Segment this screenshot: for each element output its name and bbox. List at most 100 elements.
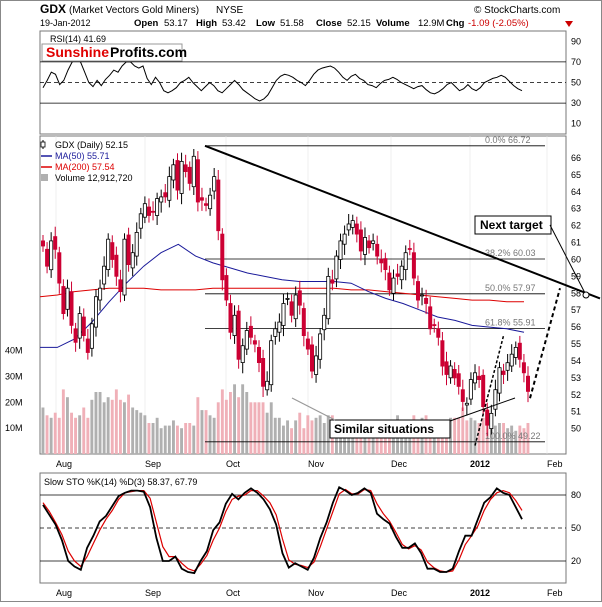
stochastic-legend: Slow STO %K(14) %D(3) 58.37, 67.79 <box>44 477 197 487</box>
candle-body <box>354 223 359 235</box>
exchange-name: NYSE <box>216 5 244 16</box>
volume-bar <box>302 428 306 454</box>
quote-date: 19-Jan-2012 <box>40 18 91 28</box>
next-target-label: Next target <box>480 218 543 232</box>
candle-body <box>526 375 531 392</box>
volume-bar <box>119 399 122 455</box>
candle-body <box>383 258 388 271</box>
candle-body <box>505 362 510 371</box>
volume-bar <box>135 410 139 454</box>
volume-bar <box>514 430 518 455</box>
x-axis-label: Feb <box>547 459 563 469</box>
volume-bar <box>461 407 465 454</box>
volume-bar <box>473 420 477 454</box>
x-axis-label: 2012 <box>470 459 490 469</box>
price-legend-item: Volume 12,912,720 <box>55 173 133 183</box>
candle-body <box>464 402 469 406</box>
ticker-symbol: GDX <box>40 2 66 16</box>
volume-bar <box>188 423 192 454</box>
candle-body <box>415 281 420 301</box>
candle-body <box>273 328 278 337</box>
volume-bar <box>172 420 175 454</box>
close-value: 52.15 <box>347 18 371 29</box>
low-label: Low <box>256 18 276 29</box>
stockcharts-watermark: © StockCharts.com <box>474 5 560 16</box>
volume-bar <box>131 407 135 454</box>
candle-body <box>334 255 339 280</box>
candle-body <box>102 265 107 285</box>
volume-bar <box>49 417 53 454</box>
projection-line <box>529 287 561 399</box>
candle-body <box>379 259 384 264</box>
candle-body <box>297 290 302 306</box>
candle-body <box>444 361 449 375</box>
candle-body <box>362 237 367 255</box>
volume-bar <box>257 402 261 454</box>
volume-bar <box>66 397 69 454</box>
volume-bar <box>465 420 469 454</box>
open-value: 53.17 <box>164 18 188 29</box>
x-axis-label: Sep <box>145 459 161 469</box>
candle-body <box>45 248 50 267</box>
candle-body <box>424 297 429 304</box>
candle-body <box>387 272 392 291</box>
prior-rally-line <box>474 335 505 446</box>
volume-bar <box>355 425 359 454</box>
volume-bar <box>469 417 473 454</box>
x-axis-top-labels: Aug Sep Oct Nov Dec 2012 Feb <box>56 459 563 469</box>
stochastic-tick-label: 50 <box>571 523 581 533</box>
candle-body <box>94 296 99 328</box>
rsi-panel: 90 70 50 30 10 RSI(14) 41.69 Sunshine Profit… <box>39 30 581 135</box>
price-tick-label: 54 <box>571 356 581 366</box>
volume-bar <box>143 415 147 455</box>
volume-bar <box>526 423 530 454</box>
candle-body <box>338 240 343 260</box>
volume-bar <box>518 425 522 454</box>
fib-label: 38.2% 60.03 <box>485 248 536 258</box>
candle-body <box>322 314 327 331</box>
candle-body <box>342 233 347 245</box>
volume-bar <box>269 402 273 454</box>
volume-bar <box>90 399 94 455</box>
volume-bar <box>498 423 501 454</box>
stochastic-tick-label: 20 <box>571 556 581 566</box>
low-value: 51.58 <box>280 18 304 29</box>
candle-body <box>130 252 135 269</box>
volume-tick-label: 30M <box>5 372 23 382</box>
volume-bar <box>359 425 363 454</box>
rsi-tick-label: 10 <box>571 119 581 129</box>
next-target-box <box>474 215 552 235</box>
volume-bar <box>318 415 322 455</box>
candle-body <box>411 252 416 279</box>
candle-body <box>375 243 380 257</box>
volume-bar <box>273 417 277 454</box>
candle-body <box>89 323 94 349</box>
high-value: 53.42 <box>222 18 246 29</box>
volume-label: Volume <box>376 18 410 29</box>
x-axis-label: Oct <box>226 588 241 598</box>
candle-body <box>513 346 518 358</box>
volume-bar <box>229 392 232 454</box>
change-value: -1.09 (-2.05%) <box>468 18 529 29</box>
candle-body <box>106 238 111 270</box>
volume-bar <box>57 417 61 454</box>
candle-body <box>468 379 473 400</box>
volume-bar <box>489 425 493 454</box>
candle-body <box>432 324 437 327</box>
candle-body <box>419 294 424 297</box>
candle-body <box>98 287 103 301</box>
x-axis-label: Oct <box>226 459 241 469</box>
high-label: High <box>196 18 217 29</box>
candle-body <box>285 297 290 300</box>
x-axis-label: Nov <box>308 459 325 469</box>
candle-body <box>224 275 229 301</box>
candle-body <box>289 301 294 316</box>
logo-sunshine: Sunshine <box>46 44 109 60</box>
rsi-tick-label: 90 <box>571 36 581 46</box>
price-tick-label: 56 <box>571 322 581 332</box>
candle-body <box>493 389 498 410</box>
candle-body <box>212 176 217 192</box>
candle-body <box>452 368 457 379</box>
stochastic-tick-label: 80 <box>571 490 581 500</box>
